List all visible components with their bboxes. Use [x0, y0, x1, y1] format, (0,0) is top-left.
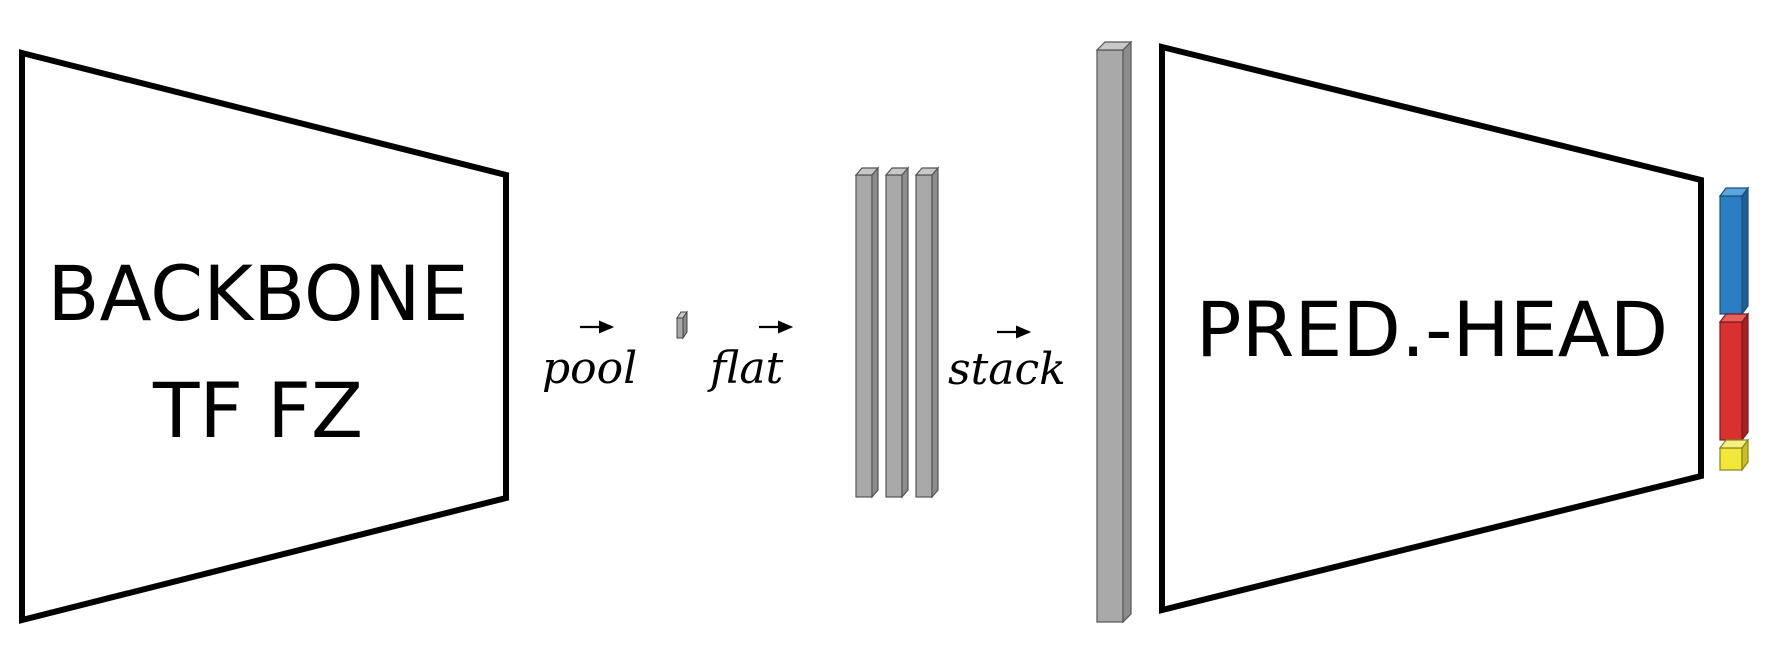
output-vector	[1718, 186, 1750, 472]
flat-operation: flat	[707, 320, 794, 394]
output-segment-middle	[1718, 312, 1750, 442]
feature-bar-1	[854, 166, 880, 499]
output-segment-bottom	[1718, 438, 1750, 472]
flat-label: flat	[707, 343, 784, 394]
stack-operation: stack	[948, 325, 1066, 395]
feature-bar-2	[884, 166, 910, 499]
backbone-label-line1: BACKBONE	[47, 249, 468, 338]
prediction-head-shape	[1159, 43, 1704, 614]
backbone-shape	[19, 49, 509, 624]
backbone-block: BACKBONE TF FZ	[19, 49, 509, 624]
pool-operation: pool	[542, 320, 637, 394]
backbone-label-line2: TF FZ	[152, 366, 363, 455]
stack-label: stack	[948, 344, 1066, 395]
feature-bar-3	[914, 166, 940, 499]
pool-label: pool	[542, 343, 637, 394]
output-segment-top	[1718, 186, 1750, 316]
prediction-head-block: PRED.-HEAD	[1159, 43, 1704, 614]
flattened-feature-bars	[854, 166, 940, 499]
stacked-feature-bar	[1095, 40, 1133, 624]
prediction-head-label: PRED.-HEAD	[1196, 285, 1668, 374]
pooled-tensor	[676, 310, 688, 340]
